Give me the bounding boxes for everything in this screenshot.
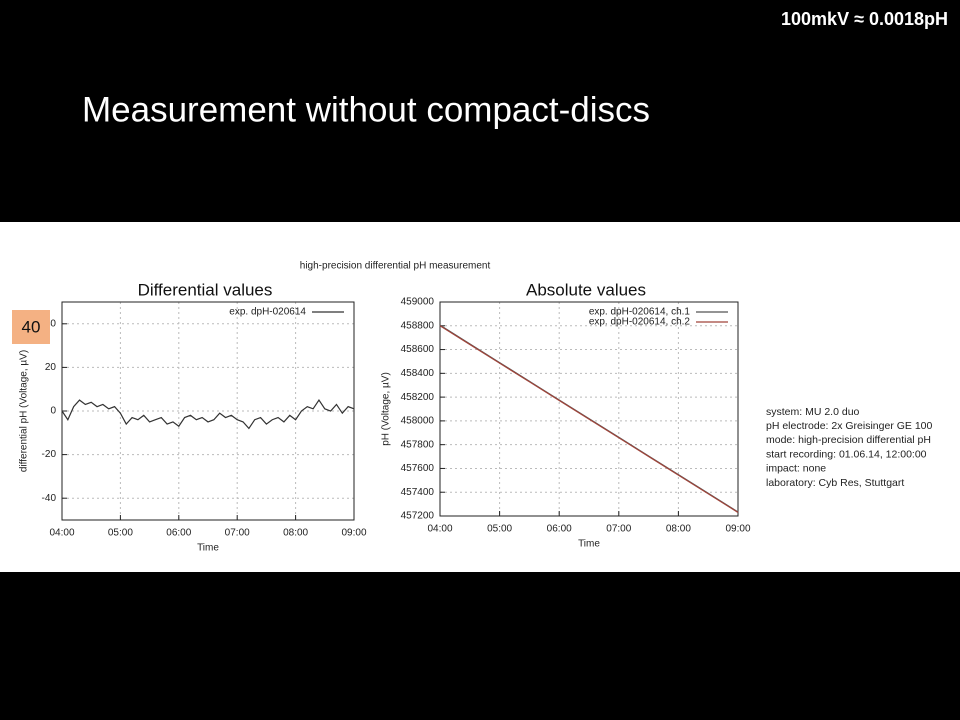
y-tick-label: 457400 — [401, 487, 435, 498]
x-tick-label: 09:00 — [341, 528, 366, 539]
y-tick-label: -40 — [42, 493, 57, 504]
x-tick-label: 06:00 — [166, 528, 191, 539]
y-tick-label: 458600 — [401, 344, 435, 355]
chart: -40 -20 0 20 40 04:00 05:00 06:00 07:00 08:00 09:0… — [19, 301, 367, 554]
x-tick-label: 04:00 — [49, 528, 74, 539]
figure-title: high-precision differential pH measureme… — [300, 261, 491, 272]
plot-frame — [439, 301, 739, 517]
x-axis-label: Time — [197, 543, 219, 554]
x-tick-label: 08:00 — [283, 528, 308, 539]
y-tick-label: -20 — [42, 449, 57, 460]
info-line: laboratory: Cyb Res, Stuttgart — [766, 477, 904, 489]
x-tick-label: 06:00 — [547, 524, 572, 535]
info-line: pH electrode: 2x Greisinger GE 100 — [766, 420, 932, 432]
info-line: impact: none — [766, 463, 826, 475]
y-tick-label: 0 — [50, 406, 56, 417]
caption: Absolute values — [526, 280, 646, 299]
y-tick-label: 458200 — [401, 392, 435, 403]
y-axis-label: differential pH (Voltage, µV) — [19, 350, 30, 472]
info-line: mode: high-precision differential pH — [766, 434, 931, 446]
info-line: system: MU 2.0 duo — [766, 406, 860, 418]
y-tick-label: 457200 — [401, 511, 435, 522]
note: 100mkV ≈ 0.0018pH — [781, 9, 948, 29]
y-tick-label: 458000 — [401, 416, 435, 427]
y-tick-label: 458400 — [401, 368, 435, 379]
y-tick-label: 459000 — [401, 297, 435, 308]
y-tick-label: 40 — [45, 318, 57, 329]
x-tick-label: 09:00 — [725, 524, 750, 535]
chart: 457200 457400 457600 457800 458000 458200 4584… — [381, 297, 751, 550]
y-tick-label: 20 — [45, 362, 57, 373]
info-box: system: MU 2.0 duo pH electrode: 2x Greis… — [766, 406, 932, 489]
y-tick-label: 457800 — [401, 439, 435, 450]
x-axis-label: Time — [578, 539, 600, 550]
x-tick-label: 07:00 — [225, 528, 250, 539]
slide-title: Measurement without compact-discs — [82, 90, 650, 129]
data-line — [61, 399, 355, 430]
y-tick-label: 458800 — [401, 320, 435, 331]
badge-text: 40 — [22, 317, 41, 336]
legend-label: exp. dpH-020614, ch.1 — [589, 307, 691, 318]
caption: Differential values — [138, 280, 273, 299]
x-tick-label: 07:00 — [606, 524, 631, 535]
data-line — [439, 325, 739, 513]
x-tick-label: 04:00 — [427, 524, 452, 535]
info-line: start recording: 01.06.14, 12:00:00 — [766, 448, 927, 460]
x-tick-label: 08:00 — [666, 524, 691, 535]
badge — [12, 310, 50, 344]
charts: -40 -20 0 20 40 04:00 05:00 06:00 07:00 08:00 09:0… — [19, 297, 751, 554]
x-tick-label: 05:00 — [108, 528, 133, 539]
legend-label: exp. dpH-020614 — [229, 307, 306, 318]
x-tick-label: 05:00 — [487, 524, 512, 535]
legend-label: exp. dpH-020614, ch.2 — [589, 317, 691, 328]
y-tick-label: 457600 — [401, 463, 435, 474]
y-axis-label: pH (Voltage, µV) — [381, 372, 392, 446]
